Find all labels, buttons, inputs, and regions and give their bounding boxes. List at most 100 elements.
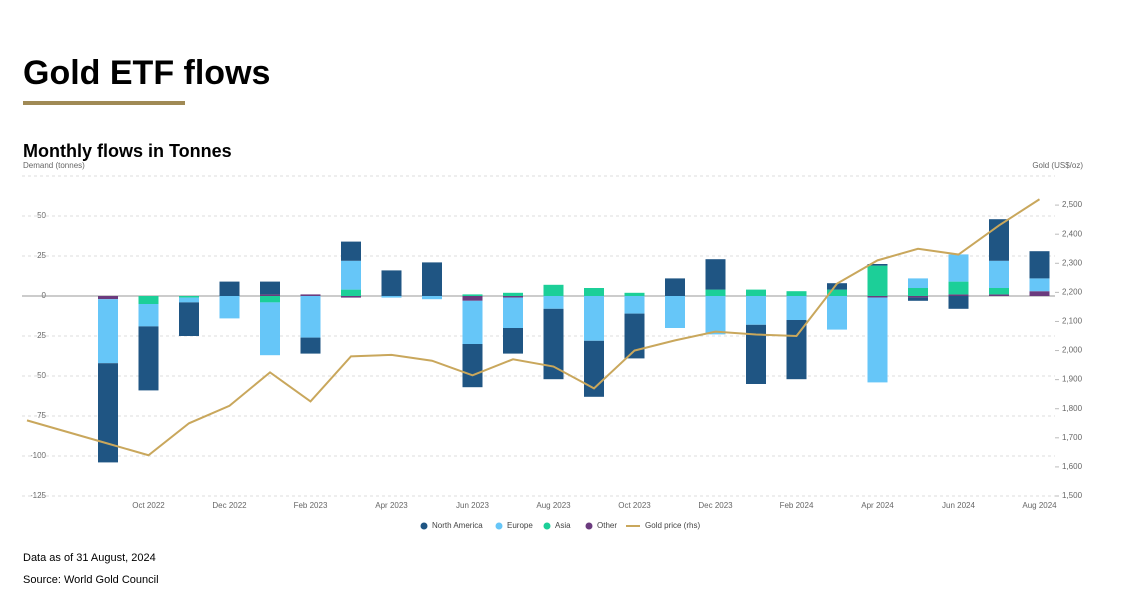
bar bbox=[260, 294, 280, 296]
bar bbox=[179, 296, 199, 298]
bar bbox=[300, 294, 321, 296]
legend-swatch bbox=[420, 522, 428, 530]
bar bbox=[98, 296, 118, 300]
bar bbox=[341, 260, 361, 290]
bar bbox=[219, 296, 240, 319]
bar bbox=[219, 281, 240, 296]
bar bbox=[341, 296, 361, 298]
bar bbox=[503, 297, 523, 328]
bar bbox=[989, 260, 1009, 288]
bar bbox=[786, 296, 807, 320]
y2-tick-label: 2,300 bbox=[1062, 258, 1083, 267]
bar bbox=[624, 313, 645, 359]
bar bbox=[705, 289, 726, 296]
bar bbox=[543, 308, 564, 380]
legend-label: Gold price (rhs) bbox=[645, 521, 700, 530]
bar bbox=[341, 289, 361, 296]
x-tick-label: Apr 2024 bbox=[861, 501, 894, 510]
x-tick-label: Jun 2023 bbox=[456, 501, 489, 510]
legend-swatch bbox=[495, 522, 503, 530]
legend-label: Other bbox=[597, 521, 617, 530]
bar bbox=[989, 288, 1009, 295]
bar bbox=[300, 296, 321, 338]
bar bbox=[624, 296, 645, 314]
bar bbox=[341, 241, 361, 261]
y2-tick-label: 1,700 bbox=[1062, 433, 1083, 442]
bar bbox=[908, 296, 928, 298]
y2-tick-label: 1,800 bbox=[1062, 404, 1083, 413]
y2-tick-label: 2,500 bbox=[1062, 200, 1083, 209]
y2-tick-label: 2,000 bbox=[1062, 346, 1083, 355]
x-tick-label: Jun 2024 bbox=[942, 501, 975, 510]
bar bbox=[543, 296, 564, 309]
bar bbox=[705, 296, 726, 335]
bar bbox=[948, 294, 969, 296]
bar bbox=[422, 296, 442, 300]
bar bbox=[827, 283, 847, 290]
bar bbox=[786, 320, 807, 380]
bar bbox=[138, 296, 159, 304]
bar bbox=[462, 294, 483, 296]
bar bbox=[665, 278, 685, 296]
source: Source: World Gold Council bbox=[23, 574, 159, 586]
bar bbox=[584, 296, 604, 341]
bar bbox=[665, 296, 685, 328]
bar bbox=[260, 296, 280, 303]
bar bbox=[746, 289, 766, 296]
bar bbox=[1029, 278, 1050, 292]
x-tick-label: Dec 2023 bbox=[698, 501, 733, 510]
bar bbox=[462, 296, 483, 301]
y2-tick-label: 1,500 bbox=[1062, 491, 1083, 500]
bar bbox=[381, 296, 402, 298]
bar bbox=[908, 278, 928, 288]
x-tick-label: Aug 2023 bbox=[536, 501, 571, 510]
legend-label: North America bbox=[432, 521, 483, 530]
bar bbox=[179, 302, 199, 336]
legend-label: Europe bbox=[507, 521, 533, 530]
legend-label: Asia bbox=[555, 521, 571, 530]
bar bbox=[1029, 291, 1050, 296]
bar bbox=[948, 281, 969, 295]
bar bbox=[422, 262, 442, 296]
bar bbox=[98, 299, 118, 364]
bar bbox=[867, 264, 888, 266]
bar bbox=[746, 324, 766, 384]
x-tick-label: Oct 2022 bbox=[132, 501, 165, 510]
legend-swatch bbox=[585, 522, 593, 530]
bar bbox=[867, 265, 888, 296]
bar bbox=[503, 296, 523, 298]
bar bbox=[827, 296, 847, 330]
x-tick-label: Feb 2024 bbox=[780, 501, 814, 510]
y2-tick-label: 2,200 bbox=[1062, 287, 1083, 296]
bar bbox=[138, 304, 159, 327]
y-tick-label: -100 bbox=[30, 451, 47, 460]
y2-tick-label: 2,100 bbox=[1062, 317, 1083, 326]
bar bbox=[746, 296, 766, 325]
y2-tick-label: 1,900 bbox=[1062, 375, 1083, 384]
x-tick-label: Aug 2024 bbox=[1022, 501, 1057, 510]
y2-tick-label: 1,600 bbox=[1062, 462, 1083, 471]
x-tick-label: Apr 2023 bbox=[375, 501, 408, 510]
bar bbox=[462, 344, 483, 388]
bar bbox=[381, 270, 402, 296]
x-tick-label: Dec 2022 bbox=[212, 501, 247, 510]
bar bbox=[705, 259, 726, 290]
bar bbox=[948, 296, 969, 309]
bar bbox=[98, 363, 118, 463]
legend-swatch bbox=[543, 522, 551, 530]
bar bbox=[827, 289, 847, 296]
bar bbox=[786, 291, 807, 296]
note: Data as of 31 August, 2024 bbox=[23, 552, 156, 564]
bar bbox=[584, 288, 604, 296]
bar bbox=[260, 281, 280, 295]
bar bbox=[503, 328, 523, 354]
bar bbox=[624, 292, 645, 296]
bar bbox=[300, 337, 321, 354]
bar bbox=[867, 296, 888, 298]
bar bbox=[503, 292, 523, 296]
bar bbox=[543, 284, 564, 296]
bar bbox=[908, 288, 928, 296]
bar bbox=[179, 297, 199, 303]
bar bbox=[908, 297, 928, 301]
